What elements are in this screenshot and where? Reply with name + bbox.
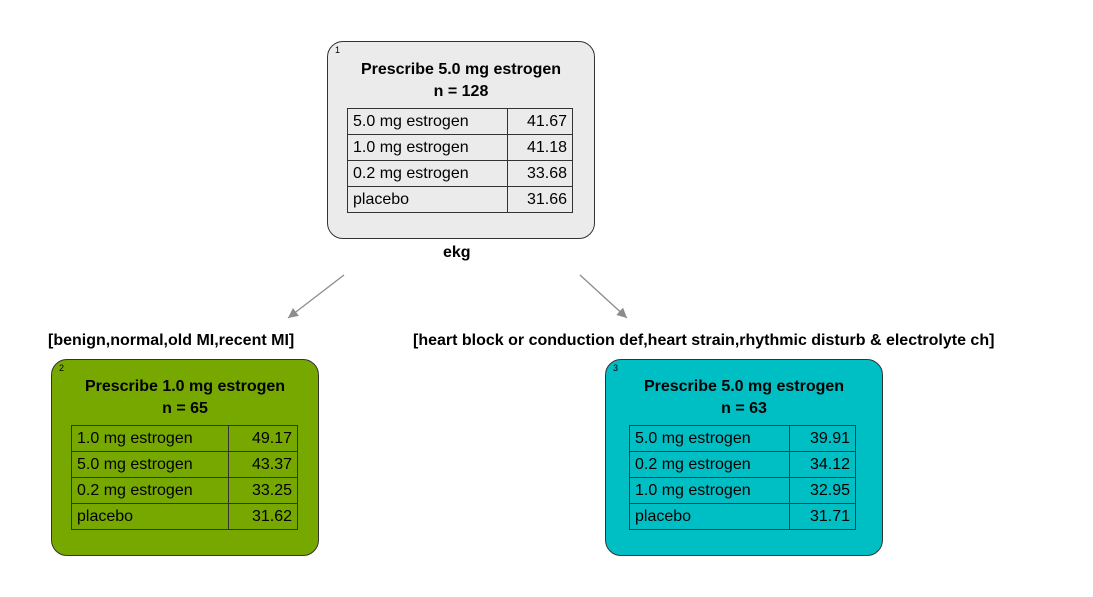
table-row: 0.2 mg estrogen 33.25 — [71, 477, 298, 504]
row-value: 31.71 — [789, 503, 856, 530]
row-value: 39.91 — [789, 425, 856, 452]
left-node-count: n = 65 — [162, 400, 208, 417]
table-row: placebo 31.66 — [347, 186, 573, 213]
row-label: 0.2 mg estrogen — [71, 477, 229, 504]
row-value: 49.17 — [228, 425, 298, 452]
root-node-id: 1 — [335, 45, 341, 55]
row-value: 31.62 — [228, 503, 298, 530]
root-node-title: Prescribe 5.0 mg estrogen — [360, 61, 562, 78]
row-value: 41.67 — [507, 108, 573, 135]
right-node-id: 3 — [613, 363, 619, 373]
row-label: 5.0 mg estrogen — [71, 451, 229, 478]
table-row: 5.0 mg estrogen 43.37 — [71, 451, 298, 478]
table-row: 0.2 mg estrogen 34.12 — [629, 451, 856, 478]
row-label: 1.0 mg estrogen — [629, 477, 790, 504]
row-label: 0.2 mg estrogen — [629, 451, 790, 478]
edge-label-left: [benign,normal,old MI,recent MI] — [48, 332, 295, 349]
table-row: 5.0 mg estrogen 41.67 — [347, 108, 573, 135]
table-row: placebo 31.71 — [629, 503, 856, 530]
row-label: placebo — [347, 186, 508, 213]
edge-left-arrow — [287, 274, 345, 319]
table-row: 1.0 mg estrogen 41.18 — [347, 134, 573, 161]
row-value: 43.37 — [228, 451, 298, 478]
table-row: 0.2 mg estrogen 33.68 — [347, 160, 573, 187]
edge-right-arrow — [579, 274, 628, 319]
table-row: 5.0 mg estrogen 39.91 — [629, 425, 856, 452]
right-node: 3 Prescribe 5.0 mg estrogen n = 63 5.0 m… — [605, 359, 883, 556]
right-node-table: 5.0 mg estrogen 39.91 0.2 mg estrogen 34.1… — [629, 425, 856, 530]
right-node-count: n = 63 — [721, 400, 767, 417]
left-node-id: 2 — [59, 363, 65, 373]
root-node: 1 Prescribe 5.0 mg estrogen n = 128 5.0 … — [327, 41, 595, 239]
row-label: 5.0 mg estrogen — [629, 425, 790, 452]
row-value: 34.12 — [789, 451, 856, 478]
row-label: 0.2 mg estrogen — [347, 160, 508, 187]
row-value: 41.18 — [507, 134, 573, 161]
row-value: 31.66 — [507, 186, 573, 213]
row-label: 1.0 mg estrogen — [347, 134, 508, 161]
split-variable-label: ekg — [443, 244, 471, 261]
edge-label-right: [heart block or conduction def,heart str… — [413, 332, 995, 349]
row-value: 33.25 — [228, 477, 298, 504]
row-label: placebo — [71, 503, 229, 530]
root-node-count: n = 128 — [433, 83, 489, 100]
right-node-title: Prescribe 5.0 mg estrogen — [643, 378, 845, 395]
row-label: 1.0 mg estrogen — [71, 425, 229, 452]
row-value: 32.95 — [789, 477, 856, 504]
root-node-table: 5.0 mg estrogen 41.67 1.0 mg estrogen 41.1… — [347, 108, 573, 213]
left-node-table: 1.0 mg estrogen 49.17 5.0 mg estrogen 43.3… — [71, 425, 298, 530]
row-value: 33.68 — [507, 160, 573, 187]
row-label: 5.0 mg estrogen — [347, 108, 508, 135]
left-node-title: Prescribe 1.0 mg estrogen — [84, 378, 286, 395]
table-row: 1.0 mg estrogen 49.17 — [71, 425, 298, 452]
left-node: 2 Prescribe 1.0 mg estrogen n = 65 1.0 m… — [51, 359, 319, 556]
row-label: placebo — [629, 503, 790, 530]
table-row: placebo 31.62 — [71, 503, 298, 530]
table-row: 1.0 mg estrogen 32.95 — [629, 477, 856, 504]
